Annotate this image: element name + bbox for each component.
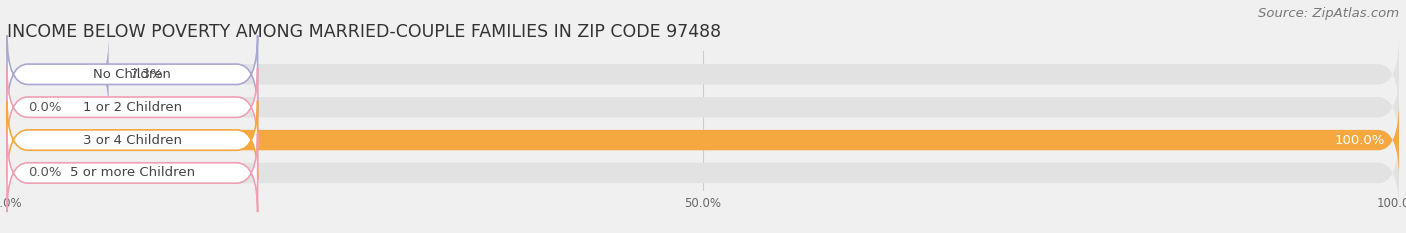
Text: Source: ZipAtlas.com: Source: ZipAtlas.com [1258, 7, 1399, 20]
Text: INCOME BELOW POVERTY AMONG MARRIED-COUPLE FAMILIES IN ZIP CODE 97488: INCOME BELOW POVERTY AMONG MARRIED-COUPL… [7, 23, 721, 41]
FancyBboxPatch shape [7, 101, 1399, 179]
Text: 1 or 2 Children: 1 or 2 Children [83, 101, 181, 114]
Text: 100.0%: 100.0% [1334, 134, 1385, 147]
Text: No Children: No Children [93, 68, 172, 81]
FancyBboxPatch shape [7, 35, 108, 113]
Text: 5 or more Children: 5 or more Children [70, 166, 195, 179]
Text: 0.0%: 0.0% [28, 166, 62, 179]
FancyBboxPatch shape [7, 68, 257, 146]
Text: 3 or 4 Children: 3 or 4 Children [83, 134, 181, 147]
FancyBboxPatch shape [7, 35, 257, 113]
FancyBboxPatch shape [7, 101, 257, 179]
Text: 0.0%: 0.0% [28, 101, 62, 114]
FancyBboxPatch shape [7, 134, 1399, 212]
FancyBboxPatch shape [7, 68, 1399, 146]
FancyBboxPatch shape [7, 35, 1399, 113]
Text: 7.3%: 7.3% [129, 68, 163, 81]
FancyBboxPatch shape [7, 101, 1399, 179]
FancyBboxPatch shape [7, 134, 257, 212]
